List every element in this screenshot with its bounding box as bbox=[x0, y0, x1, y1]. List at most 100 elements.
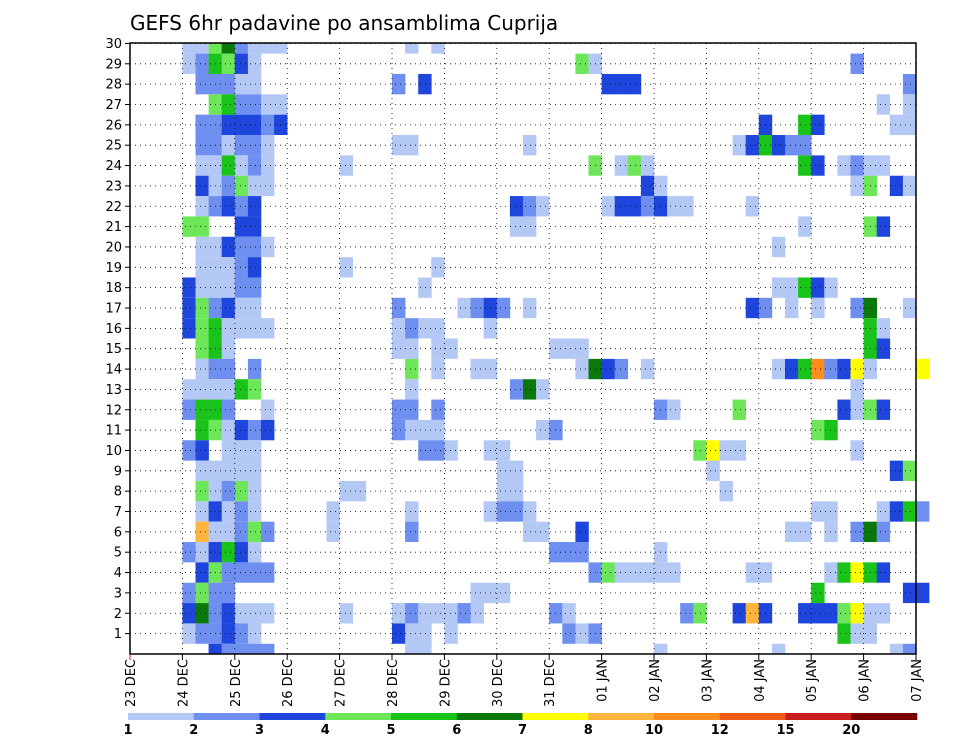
heatmap-cell bbox=[234, 277, 249, 298]
heatmap-cell bbox=[811, 501, 825, 522]
heatmap-cell bbox=[221, 623, 236, 644]
heatmap-cell bbox=[247, 379, 262, 400]
heatmap-cell bbox=[719, 480, 733, 502]
heatmap-cell bbox=[850, 399, 864, 420]
heatmap-cell bbox=[261, 643, 275, 654]
heatmap-cell bbox=[798, 277, 812, 298]
heatmap-cell bbox=[247, 196, 262, 217]
heatmap-cell bbox=[444, 603, 458, 624]
heatmap-cell bbox=[496, 440, 511, 461]
heatmap-cell bbox=[850, 53, 864, 74]
heatmap-cell bbox=[667, 562, 681, 583]
y-tick-label: 22 bbox=[105, 200, 122, 215]
heatmap-cell bbox=[208, 643, 222, 654]
heatmap-cell bbox=[876, 94, 891, 115]
heatmap-cell bbox=[247, 643, 262, 654]
heatmap-cell bbox=[850, 379, 864, 400]
heatmap-cell bbox=[667, 196, 681, 217]
heatmap-cell bbox=[392, 623, 406, 644]
legend-label: 15 bbox=[776, 723, 794, 738]
heatmap-cell bbox=[509, 196, 524, 217]
heatmap-cell bbox=[509, 216, 524, 237]
heatmap-cell bbox=[837, 562, 851, 583]
heatmap-cell bbox=[405, 603, 419, 624]
heatmap-cell bbox=[876, 155, 891, 176]
heatmap-cell bbox=[706, 460, 720, 481]
y-tick-label: 1 bbox=[114, 627, 122, 642]
heatmap-cell bbox=[247, 236, 262, 258]
heatmap-cell bbox=[234, 135, 249, 156]
heatmap-cell bbox=[719, 440, 733, 461]
heatmap-cell bbox=[431, 318, 445, 339]
heatmap-cell bbox=[811, 297, 825, 319]
x-tick-label: 27 DEC bbox=[334, 659, 349, 707]
heatmap-cell bbox=[470, 358, 484, 380]
y-tick-label: 25 bbox=[105, 139, 122, 154]
heatmap-cell bbox=[195, 135, 209, 156]
legend-label: 1 bbox=[123, 723, 132, 738]
y-tick-label: 14 bbox=[105, 363, 122, 378]
y-tick-label: 20 bbox=[105, 240, 122, 255]
heatmap-cell bbox=[732, 440, 746, 461]
heatmap-cell bbox=[234, 236, 249, 258]
heatmap-cell bbox=[221, 379, 236, 400]
heatmap-cell bbox=[221, 358, 236, 380]
heatmap-cell bbox=[601, 196, 615, 217]
heatmap-cell bbox=[496, 480, 511, 502]
heatmap-cell bbox=[916, 501, 930, 522]
legend-swatch bbox=[785, 713, 852, 720]
heatmap-cell bbox=[654, 643, 668, 654]
heatmap-cell bbox=[798, 358, 812, 380]
heatmap-cell bbox=[418, 440, 432, 461]
heatmap-cell bbox=[195, 257, 209, 278]
color-legend: 1 2 3 4 5 6 7 8 10 12 15 20 bbox=[123, 713, 918, 738]
y-tick-label: 10 bbox=[105, 444, 122, 459]
heatmap-cell bbox=[470, 582, 484, 604]
heatmap-cell bbox=[352, 480, 367, 502]
heatmap-cell bbox=[247, 73, 262, 95]
y-tick-label: 5 bbox=[114, 546, 122, 561]
heatmap-cell bbox=[182, 603, 196, 624]
heatmap-cell bbox=[261, 236, 275, 258]
legend-swatch bbox=[654, 713, 721, 720]
heatmap-cell bbox=[850, 521, 864, 543]
heatmap-cell bbox=[902, 175, 917, 197]
heatmap-cell bbox=[509, 460, 524, 481]
heatmap-cell bbox=[261, 94, 275, 115]
y-tick-label: 9 bbox=[114, 464, 122, 479]
heatmap-cell bbox=[575, 53, 589, 74]
heatmap-cell bbox=[640, 155, 655, 176]
heatmap-cell bbox=[221, 399, 236, 420]
x-tick-label: 26 DEC bbox=[281, 659, 296, 707]
heatmap-cell bbox=[536, 521, 550, 543]
heatmap-cell bbox=[837, 623, 851, 644]
y-tick-label: 27 bbox=[105, 98, 122, 113]
heatmap-cell bbox=[221, 460, 236, 481]
heatmap-cell bbox=[431, 399, 445, 420]
heatmap-cell bbox=[850, 603, 864, 624]
heatmap-cell bbox=[234, 53, 249, 74]
heatmap-cell bbox=[876, 521, 891, 543]
heatmap-cell bbox=[221, 562, 236, 583]
heatmap-cell bbox=[221, 582, 236, 604]
y-tick-label: 12 bbox=[105, 403, 122, 418]
heatmap-cell bbox=[785, 521, 799, 543]
heatmap-cell bbox=[902, 460, 917, 481]
heatmap-cell bbox=[850, 358, 864, 380]
heatmap-cell bbox=[798, 521, 812, 543]
heatmap-cell bbox=[876, 562, 891, 583]
heatmap-cell bbox=[234, 155, 249, 176]
heatmap-cell bbox=[562, 542, 576, 563]
y-tick-label: 30 bbox=[105, 37, 122, 52]
x-tick-label: 07 JAN bbox=[910, 659, 925, 702]
heatmap-cell bbox=[339, 480, 353, 502]
y-tick-label: 23 bbox=[105, 179, 122, 194]
heatmap-cell bbox=[221, 318, 236, 339]
legend-swatch bbox=[259, 713, 326, 720]
heatmap-cell bbox=[627, 562, 642, 583]
heatmap-cell bbox=[182, 297, 196, 319]
heatmap-cell bbox=[182, 379, 196, 400]
heatmap-cell bbox=[234, 94, 249, 115]
heatmap-cell bbox=[234, 379, 249, 400]
heatmap-cell bbox=[418, 277, 432, 298]
